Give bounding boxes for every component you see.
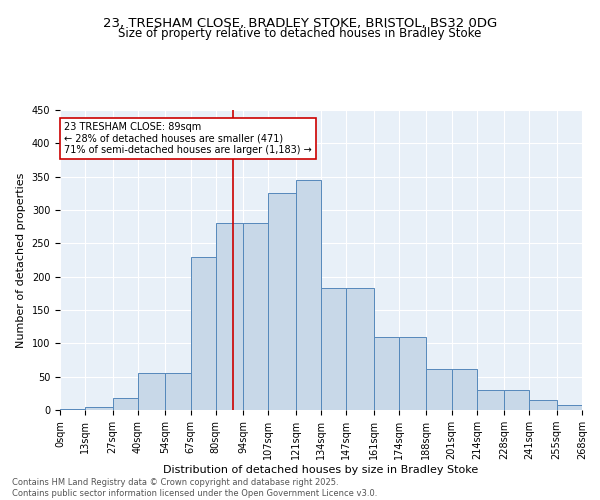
X-axis label: Distribution of detached houses by size in Bradley Stoke: Distribution of detached houses by size … — [163, 465, 479, 475]
Bar — [296, 180, 321, 410]
Bar — [165, 374, 191, 410]
Bar — [346, 288, 374, 410]
Bar — [216, 224, 243, 410]
Bar — [60, 408, 85, 410]
Bar — [321, 288, 346, 410]
Bar — [529, 400, 557, 410]
Bar — [268, 194, 296, 410]
Text: 23 TRESHAM CLOSE: 89sqm
← 28% of detached houses are smaller (471)
71% of semi-d: 23 TRESHAM CLOSE: 89sqm ← 28% of detache… — [64, 122, 311, 155]
Text: Contains HM Land Registry data © Crown copyright and database right 2025.
Contai: Contains HM Land Registry data © Crown c… — [12, 478, 377, 498]
Bar — [85, 406, 113, 410]
Bar — [557, 406, 582, 410]
Bar — [452, 368, 477, 410]
Bar — [113, 398, 138, 410]
Text: 23, TRESHAM CLOSE, BRADLEY STOKE, BRISTOL, BS32 0DG: 23, TRESHAM CLOSE, BRADLEY STOKE, BRISTO… — [103, 18, 497, 30]
Bar — [243, 224, 268, 410]
Bar — [191, 256, 216, 410]
Bar — [504, 390, 529, 410]
Bar — [374, 336, 399, 410]
Y-axis label: Number of detached properties: Number of detached properties — [16, 172, 26, 348]
Bar — [399, 336, 426, 410]
Text: Size of property relative to detached houses in Bradley Stoke: Size of property relative to detached ho… — [118, 28, 482, 40]
Bar — [582, 408, 600, 410]
Bar — [138, 374, 165, 410]
Bar — [426, 368, 452, 410]
Bar — [477, 390, 504, 410]
